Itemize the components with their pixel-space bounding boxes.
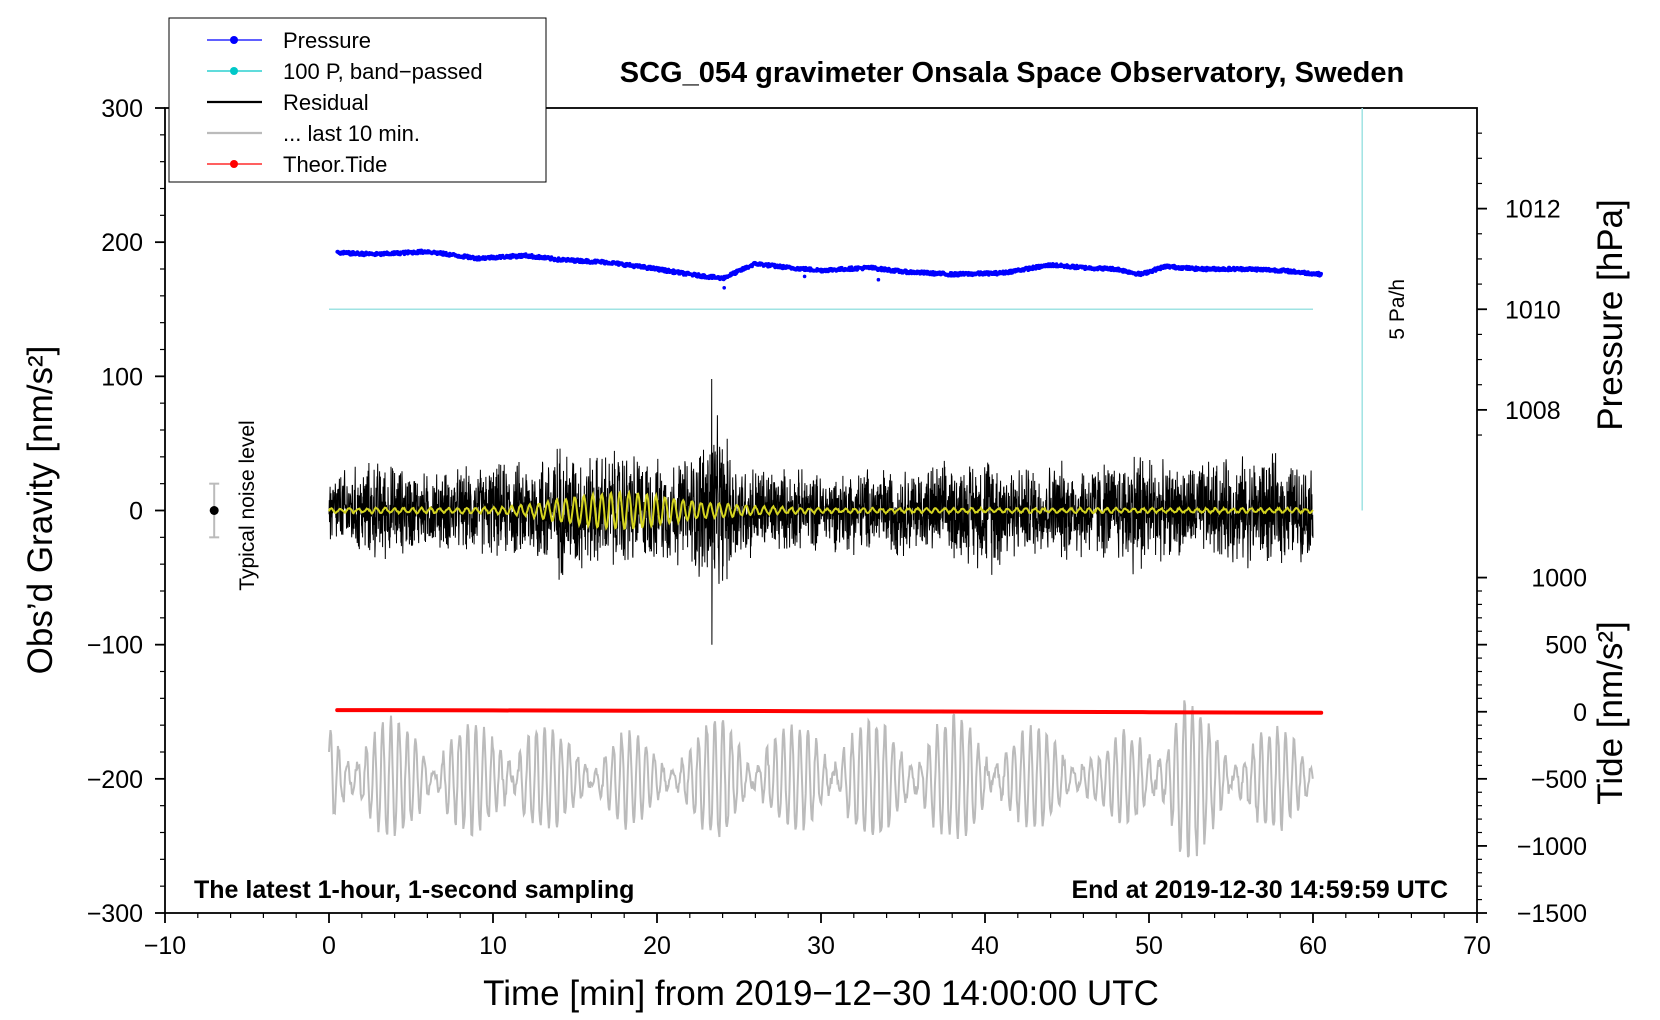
tide-tick-label: −500	[1531, 766, 1587, 794]
tide-tick-label: 0	[1573, 699, 1587, 727]
sampling-note: The latest 1-hour, 1-second sampling	[194, 876, 634, 904]
y-tick-label-left: 0	[129, 498, 143, 526]
noise-point	[209, 506, 219, 515]
legend-label: Residual	[283, 90, 369, 115]
series-layer: Typical noise level 5 Pa/h	[209, 108, 1409, 858]
x-tick-label: 0	[322, 932, 336, 960]
pressure-axis-title: Pressure [hPa]	[1591, 199, 1630, 431]
x-tick-label: 40	[971, 932, 999, 960]
legend-swatch-dot	[230, 160, 238, 168]
y-tick-label-left: 300	[101, 95, 143, 123]
pressure-point	[722, 286, 726, 290]
legend-swatch-dot	[230, 36, 238, 44]
noise-level-label: Typical noise level	[236, 420, 259, 590]
tide-axis-title: Tide [nm/s²]	[1591, 621, 1630, 804]
y-tick-label-left: −100	[87, 632, 143, 660]
y-tick-label-left: −300	[87, 900, 143, 928]
y-tick-label-left: −200	[87, 766, 143, 794]
x-tick-label: −10	[144, 932, 186, 960]
noise-level-marker: Typical noise level	[209, 420, 259, 591]
legend-item: Pressure	[207, 28, 371, 53]
pressure-tick-label: 1010	[1505, 296, 1561, 324]
legend-item: Residual	[207, 90, 369, 115]
residual-line	[328, 378, 1314, 645]
end-time-note: End at 2019-12-30 14:59:59 UTC	[1071, 876, 1448, 904]
rate-label: 5 Pa/h	[1386, 279, 1409, 340]
filtered-residual-line	[328, 489, 1314, 531]
legend-box	[168, 17, 547, 183]
pressure-point	[1319, 271, 1323, 276]
tide-tick-label: −1500	[1517, 900, 1587, 928]
pressure-series	[335, 248, 1323, 290]
legend-item: 100 P, band−passed	[207, 59, 483, 84]
pressure-point	[802, 274, 807, 279]
x-tick-label: 10	[479, 932, 507, 960]
y-tick-label-left: 100	[101, 363, 143, 391]
legend: Pressure 100 P, band−passed Residual ... la…	[168, 17, 547, 183]
tide-tick-label: 500	[1545, 632, 1587, 660]
grey-trace-line	[328, 700, 1314, 858]
legend-label: ... last 10 min.	[283, 121, 420, 146]
tide-tick-label: 1000	[1531, 565, 1587, 593]
legend-label: Theor.Tide	[283, 152, 387, 177]
tide-tick-label: −1000	[1517, 833, 1587, 861]
legend-item: Theor.Tide	[207, 152, 387, 177]
y-axis-title-left: Obs’d Gravity [nm/s²]	[21, 346, 60, 675]
axes-layer: −10 0 10 20 30 40 50 60 70−300−200−1000100200300…	[87, 95, 1587, 960]
pressure-point	[876, 277, 881, 282]
theoretical-tide-line	[335, 708, 1324, 715]
legend-item: ... last 10 min.	[207, 121, 420, 146]
x-tick-label: 20	[643, 932, 671, 960]
legend-label: Pressure	[283, 28, 371, 53]
x-tick-label: 70	[1463, 932, 1491, 960]
pressure-tick-label: 1012	[1505, 196, 1561, 224]
x-tick-label: 30	[807, 932, 835, 960]
x-tick-label: 60	[1299, 932, 1327, 960]
x-axis-title: Time [min] from 2019−12−30 14:00:00 UTC	[483, 974, 1159, 1013]
chart-title: SCG_054 gravimeter Onsala Space Observat…	[620, 57, 1404, 89]
legend-label: 100 P, band−passed	[283, 59, 483, 84]
x-tick-label: 50	[1135, 932, 1163, 960]
legend-swatch-dot	[230, 67, 238, 75]
pressure-tick-label: 1008	[1505, 397, 1561, 425]
y-tick-label-left: 200	[101, 229, 143, 257]
